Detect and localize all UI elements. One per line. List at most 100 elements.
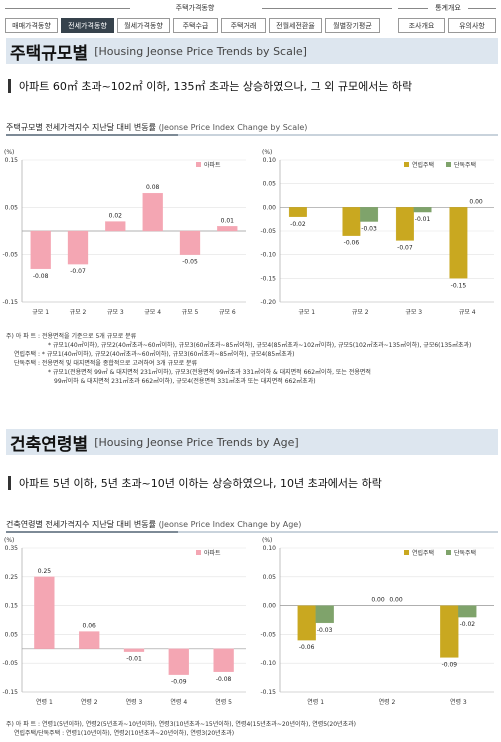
nav-group-line-right <box>262 8 392 9</box>
section-header-age: 건축연령별 [Housing Jeonse Price Trends by Ag… <box>6 429 498 455</box>
headline-bar <box>8 79 11 93</box>
legend-swatch <box>446 550 451 555</box>
data-label: -0.03 <box>361 226 377 233</box>
x-tick-label: 규모 4 <box>459 309 476 316</box>
bar-규모-3-아파트 <box>105 221 126 232</box>
chart-title-underline <box>6 134 498 136</box>
x-tick-label: 연령 3 <box>450 698 467 706</box>
x-tick-label: 연령 2 <box>379 698 396 706</box>
bar-연령-1-연립주택 <box>297 605 316 641</box>
y-unit-label: (%) <box>262 537 272 544</box>
data-label: -0.02 <box>460 621 476 628</box>
y-tick-label: -0.15 <box>260 275 276 282</box>
bar-규모-6-아파트 <box>217 226 238 232</box>
notes-age: 주) 아 파 트 : 연령1(5년이하), 연령2(5년초과~10년이하), 연… <box>6 720 356 738</box>
y-tick-label: 0.15 <box>5 157 19 164</box>
y-unit-label: (%) <box>4 537 14 544</box>
nav-group-line-left <box>5 8 130 9</box>
section-header-scale: 주택규모별 [Housing Jeonse Price Trends by Sc… <box>6 38 498 64</box>
data-label: -0.02 <box>290 221 306 228</box>
x-tick-label: 연령 1 <box>36 698 53 706</box>
bar-규모-3-연립주택 <box>395 207 414 241</box>
legend-label: 아파트 <box>204 161 221 169</box>
note-line: 단독주택 : 전용면적 및 대지면적을 종합적으로 고려하여 3개 규모로 분류 <box>14 360 198 367</box>
bar-연령-3-연립주택 <box>440 605 459 658</box>
x-tick-label: 규모 2 <box>352 309 369 316</box>
tab-jeonse-price[interactable]: 전세가격동향 <box>61 18 114 33</box>
legend-label: 연립주택 <box>412 161 434 169</box>
y-tick-label: -0.05 <box>260 631 276 638</box>
legend-label: 연립주택 <box>412 549 434 557</box>
bar-규모-2-아파트 <box>67 230 89 265</box>
section-title: 건축연령별 <box>10 434 89 455</box>
bar-연령-3-단독주택 <box>458 605 477 618</box>
chart-title: 건축연령별 전세가격지수 지난달 대비 변동률 (Jeonse Price In… <box>6 519 301 530</box>
bar-규모-4-아파트 <box>142 192 163 232</box>
bar-규모-2-연립주택 <box>342 207 361 236</box>
y-tick-label: -0.05 <box>2 252 18 259</box>
note-line: 주) 아 파 트 : 연령1(5년이하), 연령2(5년초과~10년이하), 연… <box>6 721 356 728</box>
x-tick-label: 규모 3 <box>405 309 422 316</box>
section-title: 주택규모별 <box>10 43 89 64</box>
tab-long-term-average[interactable]: 월별장기평균 <box>325 18 380 33</box>
bar-규모-4-연립주택 <box>449 207 468 279</box>
note-line: * 규모1(전용면적 99㎡ & 대지면적 231㎡이하), 규모3(전용면적 … <box>48 369 371 376</box>
y-tick-label: -0.15 <box>2 689 18 696</box>
tab-monthly-rent[interactable]: 월세가격동향 <box>117 18 170 33</box>
chart-title-en: (Jeonse Price Index Change by Scale) <box>158 123 308 132</box>
x-tick-label: 규모 3 <box>107 309 124 316</box>
tab-transactions[interactable]: 주택거래 <box>221 18 266 33</box>
chart-apt-scale: (%)0.15 0.05 -0.05 -0.15 규모 1 -0.08 규모 2 -0.07 규… <box>2 149 246 316</box>
data-label: 0.02 <box>109 213 123 220</box>
note-line: 99㎡이하 & 대지면적 231㎡초과 662㎡이하), 규모4(전용면적 33… <box>54 378 316 385</box>
note-line: 연립주택 : * 규모1(40㎡이하), 규모2(40㎡초과~60㎡이하), 규… <box>14 351 295 358</box>
headline: 아파트 5년 이하, 5년 초과~10년 이하는 상승하였으나, 10년 초과에… <box>8 475 382 491</box>
x-tick-label: 규모 6 <box>219 309 236 316</box>
chart-title-en: (Jeonse Price Index Change by Age) <box>158 520 302 529</box>
bar-연령-5-아파트 <box>213 648 234 672</box>
nav-group2-line-right <box>468 8 496 9</box>
note-line: * 규모1(40㎡이하), 규모2(40㎡초과~60㎡이하), 규모3(60㎡초… <box>48 342 472 349</box>
x-tick-label: 규모 1 <box>298 309 315 316</box>
x-tick-label: 연령 5 <box>215 698 232 706</box>
bar-연령-4-아파트 <box>168 648 189 675</box>
chart-row-detached-scale: (%)0.10 0.05 0.00 -0.05 -0.10 -0.15 -0.20 규모 1 -… <box>260 149 494 316</box>
y-tick-label: 0.10 <box>263 545 277 552</box>
bar-규모-5-아파트 <box>179 230 201 255</box>
headline-bar <box>8 476 11 490</box>
tab-supply-demand[interactable]: 주택수급 <box>173 18 218 33</box>
data-label: 0.08 <box>146 184 160 191</box>
data-label: -0.07 <box>397 244 413 251</box>
tab-sale-price[interactable]: 매매가격동향 <box>5 18 58 33</box>
stats-tabs: 조사개요 유의사항 <box>398 18 496 33</box>
y-tick-label: 0.00 <box>263 603 277 610</box>
legend-swatch <box>446 162 451 167</box>
nav-group-label: 주택가격동향 <box>175 4 215 12</box>
data-label: -0.01 <box>126 656 142 663</box>
data-label: 0.01 <box>221 217 235 224</box>
x-tick-label: 연령 2 <box>81 698 98 706</box>
legend-swatch <box>404 162 409 167</box>
bar-연령-2-아파트 <box>79 631 100 649</box>
chart-title: 주택규모별 전세가격지수 지난달 대비 변동률 (Jeonse Price In… <box>6 122 307 133</box>
headline: 아파트 60㎡ 초과~102㎡ 이하, 135㎡ 초과는 상승하였으나, 그 외… <box>8 78 412 94</box>
note-line: 주) 아 파 트 : 전용면적을 기준으로 5개 규모로 분류 <box>6 333 137 340</box>
y-tick-label: -0.05 <box>2 660 18 667</box>
y-tick-label: 0.05 <box>5 204 19 211</box>
tab-survey-overview[interactable]: 조사개요 <box>398 18 445 33</box>
headline-text: 아파트 5년 이하, 5년 초과~10년 이하는 상승하였으나, 10년 초과에… <box>19 477 382 490</box>
tab-conversion-rate[interactable]: 전월세전환율 <box>269 18 322 33</box>
chart-row-detached-age: (%)0.10 0.05 0.00 -0.05 -0.10 -0.15 연령 1 -0.06 -… <box>260 537 494 706</box>
legend-label: 아파트 <box>204 549 221 557</box>
legend-swatch <box>404 550 409 555</box>
notes-scale: 주) 아 파 트 : 전용면적을 기준으로 5개 규모로 분류 * 규모1(40… <box>6 332 471 386</box>
bar-연령-3-아파트 <box>123 648 145 652</box>
legend-swatch <box>196 550 201 555</box>
tab-notes[interactable]: 유의사항 <box>448 18 496 33</box>
x-tick-label: 규모 5 <box>182 309 199 316</box>
bar-규모-3-단독주택 <box>413 207 432 213</box>
bar-연령-1-아파트 <box>34 576 55 649</box>
x-tick-label: 규모 2 <box>70 309 87 316</box>
data-label: -0.09 <box>171 679 187 686</box>
y-tick-label: 0.10 <box>263 157 277 164</box>
